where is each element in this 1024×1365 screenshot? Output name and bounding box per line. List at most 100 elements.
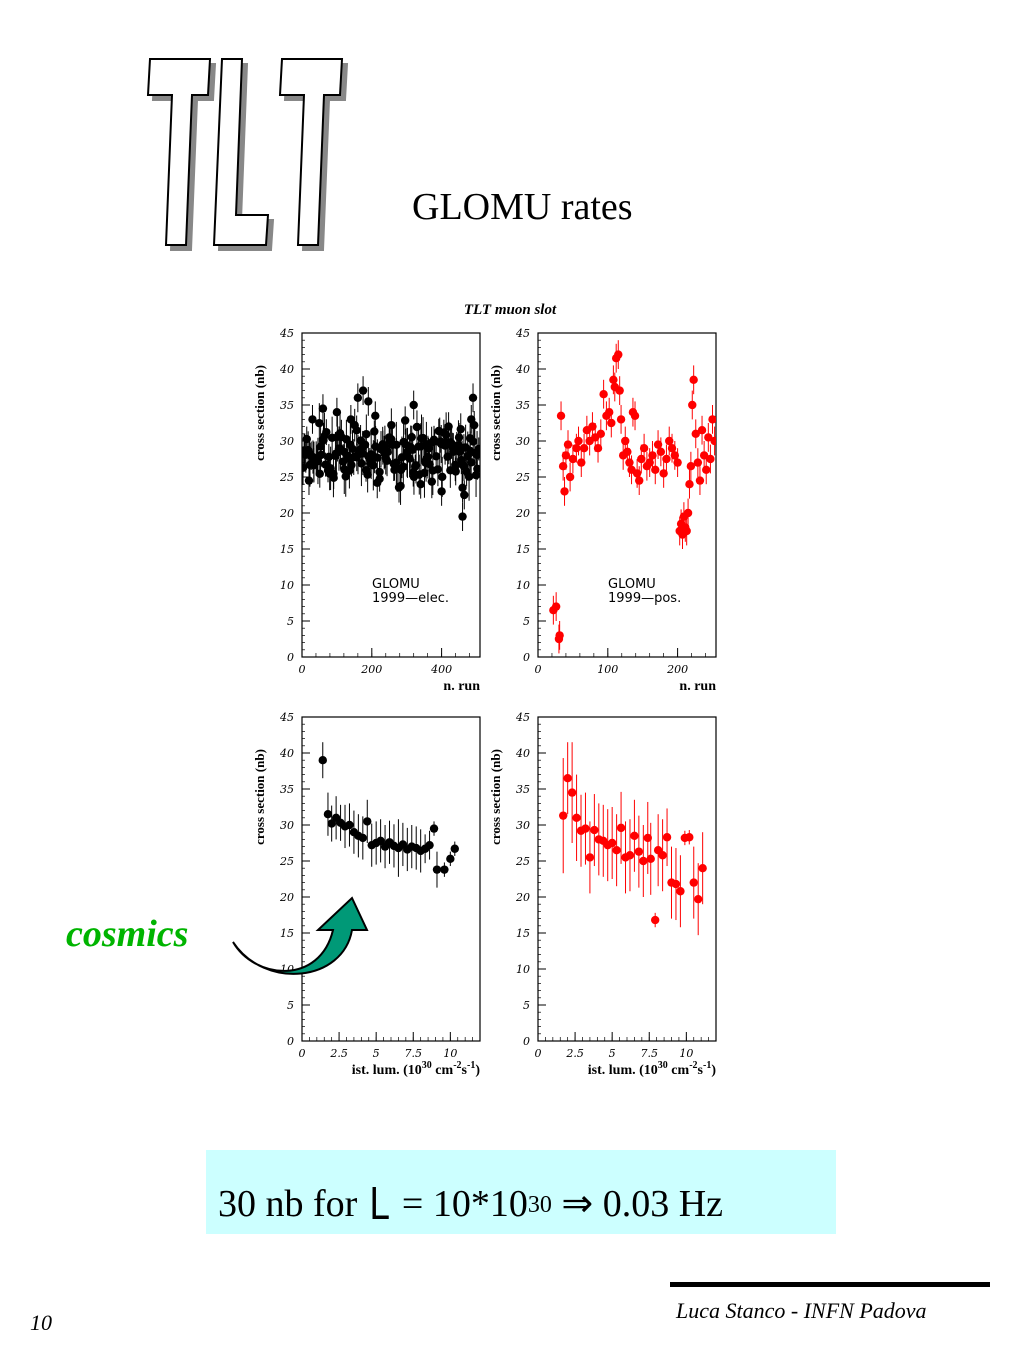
- data-point: [450, 844, 459, 853]
- y-tick-label: 25: [515, 855, 530, 868]
- y-tick-label: 45: [279, 327, 294, 340]
- y-tick-label: 15: [280, 927, 294, 940]
- slide-title: GLOMU rates: [412, 186, 633, 228]
- formula-prefix: 30 nb for: [218, 1183, 367, 1225]
- data-point: [440, 865, 449, 874]
- y-tick-label: 35: [516, 399, 530, 412]
- formula-exponent: 30: [527, 1192, 552, 1218]
- data-point: [346, 415, 356, 424]
- data-point: [392, 440, 401, 450]
- x-axis-label: ist. lum. (1030 cm-2s-1): [588, 1060, 717, 1078]
- plot-annotation: GLOMU: [608, 577, 656, 592]
- panel-pos-vs-run: 0 5 10 15 20 25 30 35 40 45 0 100 200 cross section (…: [488, 327, 717, 694]
- data-point: [467, 415, 476, 424]
- y-tick-label: 5: [523, 999, 530, 1012]
- data-point: [444, 422, 453, 431]
- data-point: [697, 426, 707, 435]
- data-point: [431, 452, 441, 461]
- x-tick-label: 10: [679, 1047, 693, 1060]
- data-point: [308, 415, 317, 424]
- data-point: [371, 411, 380, 420]
- data-point: [688, 400, 697, 410]
- data-point: [682, 526, 691, 536]
- data-point: [318, 404, 328, 413]
- data-point: [577, 458, 586, 467]
- data-point: [616, 823, 626, 833]
- x-tick-label: 5: [373, 1047, 380, 1060]
- data-point: [579, 444, 589, 453]
- x-tick-label: 0: [535, 1047, 542, 1060]
- data-point: [357, 459, 366, 468]
- plot-annotation: 1999—elec.: [372, 591, 449, 606]
- y-tick-label: 10: [280, 579, 294, 592]
- data-point: [373, 453, 382, 462]
- data-point: [456, 424, 465, 434]
- x-tick-label: 2.5: [565, 1047, 584, 1060]
- y-tick-label: 40: [279, 363, 294, 376]
- plot-frame: [301, 332, 481, 658]
- data-point: [599, 390, 608, 399]
- data-point: [607, 838, 617, 848]
- data-point: [407, 432, 416, 442]
- data-point: [332, 408, 342, 417]
- y-tick-label: 25: [515, 471, 530, 484]
- data-point: [630, 831, 639, 840]
- data-point: [409, 400, 418, 410]
- data-point: [645, 458, 654, 467]
- y-tick-label: 15: [280, 543, 294, 556]
- y-tick-label: 10: [516, 579, 530, 592]
- data-point: [316, 442, 325, 451]
- data-point: [656, 447, 666, 456]
- data-point: [634, 847, 644, 856]
- y-tick-label: 40: [515, 363, 530, 376]
- data-point: [364, 397, 373, 406]
- data-point: [322, 427, 331, 437]
- y-tick-label: 20: [515, 891, 530, 904]
- y-tick-label: 30: [280, 435, 294, 448]
- y-tick-label: 10: [516, 963, 530, 976]
- figure-title: TLT muon slot: [464, 302, 557, 318]
- data-point: [387, 420, 396, 430]
- y-tick-label: 45: [279, 711, 294, 724]
- data-point: [614, 350, 623, 359]
- data-point: [691, 429, 700, 438]
- data-point: [454, 433, 464, 442]
- luminosity-symbol: L: [369, 1177, 390, 1229]
- data-point: [468, 393, 478, 402]
- data-point: [694, 894, 703, 904]
- y-tick-label: 0: [287, 1035, 294, 1048]
- data-point: [695, 476, 705, 485]
- y-axis-label: cross section (nb): [252, 749, 267, 845]
- x-tick-label: 7.5: [641, 1047, 659, 1060]
- data-point: [623, 447, 632, 456]
- data-point: [609, 375, 618, 384]
- data-point: [304, 476, 314, 485]
- y-axis-label: cross section (nb): [488, 749, 503, 845]
- y-tick-label: 35: [280, 783, 294, 796]
- y-tick-label: 0: [287, 651, 294, 664]
- panel-pos-vs-lumi: 0 5 10 15 20 25 30 35 40 45 0 2.5 5 7.5 10 cross sectio…: [488, 711, 717, 1078]
- y-tick-label: 30: [280, 819, 294, 832]
- data-point: [438, 472, 447, 482]
- data-point: [458, 483, 467, 492]
- curved-arrow-icon: [232, 896, 369, 975]
- data-point: [560, 487, 569, 496]
- data-point: [625, 851, 635, 860]
- y-tick-label: 35: [280, 399, 294, 412]
- data-series: [318, 742, 459, 888]
- data-point: [323, 810, 333, 819]
- data-point: [400, 416, 410, 425]
- data-point: [585, 853, 595, 862]
- data-point: [621, 436, 630, 446]
- data-point: [555, 631, 564, 640]
- data-point: [460, 490, 469, 500]
- data-point: [558, 462, 568, 471]
- data-point: [651, 465, 660, 474]
- data-point: [662, 833, 672, 842]
- data-point: [637, 454, 646, 464]
- data-point: [590, 825, 599, 835]
- formula-result: 0.03 Hz: [602, 1183, 723, 1225]
- data-point: [635, 476, 644, 485]
